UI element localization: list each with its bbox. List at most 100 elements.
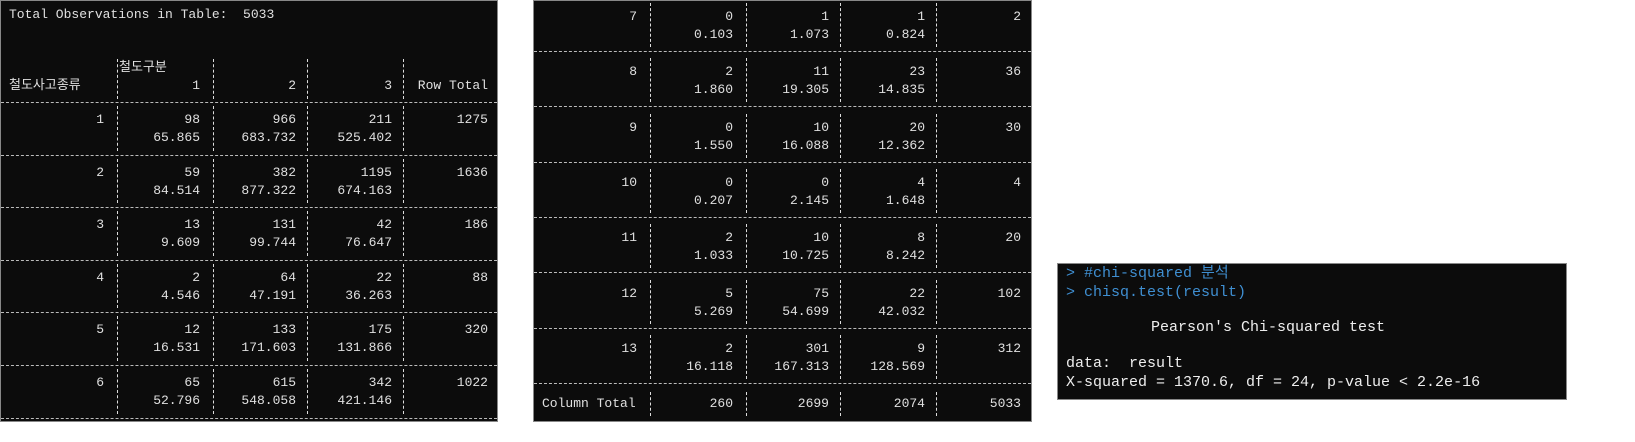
column-separator	[117, 316, 118, 361]
cell-count: 10	[813, 230, 829, 246]
row-total: 30	[1005, 119, 1021, 135]
cell-expected: 9.609	[160, 235, 200, 251]
console-panel: > #chi-squared 분석 > chisq.test(result) Pea…	[1057, 263, 1567, 400]
column-separator	[650, 58, 651, 103]
column-header: 2	[288, 78, 296, 93]
cell-count: 22	[376, 269, 392, 285]
dashed-rule	[534, 106, 1031, 108]
cell-expected: 16.531	[153, 340, 200, 356]
cell-count: 0	[725, 119, 733, 135]
cell-expected: 42.032	[878, 303, 925, 319]
cell-count: 20	[909, 119, 925, 135]
cell-count: 42	[376, 217, 392, 233]
cell-expected: 2.145	[789, 192, 829, 208]
column-separator	[307, 316, 308, 361]
column-separator	[213, 106, 214, 151]
cell-expected: 548.058	[241, 393, 296, 408]
test-title: Pearson's Chi-squared test	[1151, 319, 1386, 336]
column-separator	[650, 168, 651, 213]
cell-count: 0	[725, 9, 733, 24]
console-command: > #chi-squared 분석	[1066, 265, 1229, 282]
cell-count: 65	[184, 375, 200, 390]
column-total-label: Column Total	[542, 396, 636, 412]
row-total: 1275	[456, 112, 488, 127]
cell-count: 75	[813, 285, 829, 301]
cell-count: 2	[192, 269, 200, 285]
column-header: Row Total	[417, 78, 488, 93]
cell-count: 1195	[360, 164, 392, 180]
dashed-rule	[1, 102, 497, 103]
dashed-rule	[1, 312, 497, 314]
column-separator	[213, 369, 214, 414]
column-separator	[307, 263, 308, 309]
cell-expected: 1.648	[885, 192, 925, 208]
cell-expected: 10.725	[782, 248, 829, 264]
cell-expected: 0.207	[693, 192, 733, 208]
column-separator	[840, 334, 841, 379]
cell-count: 5	[725, 285, 733, 301]
column-separator	[936, 3, 937, 47]
table-title: Total Observations in Table: 5033	[9, 7, 275, 22]
row-label: 13	[621, 340, 637, 356]
cell-count: 4	[917, 174, 925, 190]
cell-expected: 99.744	[249, 235, 296, 251]
column-separator	[840, 58, 841, 103]
column-separator	[213, 263, 214, 309]
dashed-rule	[1, 207, 497, 209]
cell-count: 342	[368, 375, 392, 390]
column-separator	[746, 224, 747, 269]
cell-expected: 171.603	[241, 340, 296, 356]
cell-expected: 131.866	[337, 340, 392, 356]
cell-count: 98	[184, 112, 200, 127]
row-label: 10	[621, 174, 637, 190]
cell-expected: 167.313	[774, 358, 829, 374]
cell-count: 9	[917, 340, 925, 356]
column-separator	[213, 158, 214, 204]
cell-expected: 14.835	[878, 82, 925, 98]
dashed-rule	[1, 417, 497, 419]
column-separator	[403, 211, 404, 256]
cell-expected: 19.305	[782, 82, 829, 98]
cell-count: 64	[280, 269, 296, 285]
cell-count: 2	[725, 230, 733, 246]
row-label: 6	[96, 375, 104, 390]
cell-expected: 12.362	[878, 137, 925, 153]
column-total: 5033	[989, 396, 1021, 412]
cell-count: 1	[821, 9, 829, 24]
cell-expected: 76.647	[345, 235, 392, 251]
row-total: 4	[1013, 174, 1021, 190]
cell-count: 13	[184, 217, 200, 233]
column-separator	[936, 113, 937, 158]
cell-expected: 0.824	[885, 27, 925, 42]
console-command: > chisq.test(result)	[1066, 284, 1247, 301]
cell-expected: 421.146	[337, 393, 392, 408]
row-total: 88	[472, 269, 488, 285]
column-separator	[650, 224, 651, 269]
column-separator	[840, 3, 841, 47]
cell-expected: 36.263	[345, 287, 392, 303]
column-separator	[307, 106, 308, 151]
column-header: 3	[384, 78, 392, 93]
dashed-rule	[534, 272, 1031, 274]
column-total: 260	[709, 396, 733, 412]
cell-expected: 47.191	[249, 287, 296, 303]
cell-expected: 1.073	[789, 27, 829, 42]
cell-expected: 1.860	[693, 82, 733, 98]
column-separator	[936, 168, 937, 213]
column-separator	[936, 58, 937, 103]
table-panel-2: 7 0 0.103 1 1.073 1 0.824 2 8 2 1.860 11 19.305 23 14.…	[533, 0, 1032, 422]
cell-count: 966	[272, 112, 296, 127]
cell-count: 131	[272, 217, 296, 233]
cell-expected: 0.103	[693, 27, 733, 42]
column-separator	[403, 106, 404, 151]
column-separator	[840, 392, 841, 417]
cell-count: 0	[821, 174, 829, 190]
cell-expected: 8.242	[885, 248, 925, 264]
row-label: 1	[96, 112, 104, 127]
column-variable: 철도구분	[119, 60, 167, 75]
row-label: 2	[96, 164, 104, 180]
cell-expected: 54.699	[782, 303, 829, 319]
column-separator	[746, 392, 747, 417]
column-separator	[403, 158, 404, 204]
